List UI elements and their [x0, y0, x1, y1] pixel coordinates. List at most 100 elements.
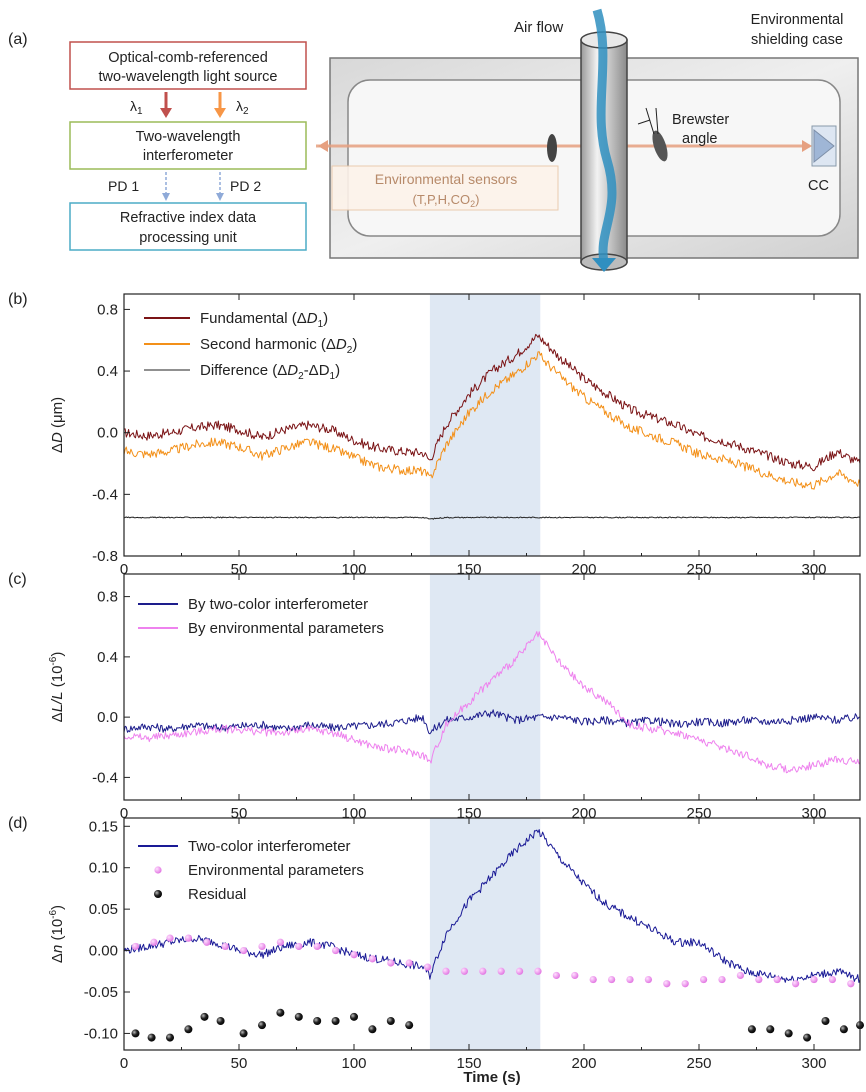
- series-2: [123, 351, 861, 490]
- brewster-arrow: [637, 119, 651, 125]
- data-point: [755, 975, 763, 984]
- series-line: [123, 351, 861, 490]
- data-point: [424, 963, 432, 971]
- y-tick-label: 0.15: [89, 818, 118, 835]
- air-flow-label: Air flow: [514, 19, 563, 36]
- data-point: [295, 942, 303, 951]
- y-tick-label: 0.00: [89, 943, 118, 960]
- pd2-label: PD 2: [230, 178, 261, 194]
- y-tick-label: 0.05: [89, 901, 118, 918]
- data-point: [766, 1025, 775, 1034]
- legend-entry: Second harmonic (ΔD2): [144, 336, 357, 356]
- plot-frame: [123, 573, 861, 801]
- sensors-line1: Environmental sensors: [375, 171, 517, 187]
- y-tick-label: -0.4: [92, 769, 118, 786]
- plot-frame: [123, 817, 861, 1051]
- data-point: [784, 1029, 793, 1038]
- legend-label: Second harmonic (ΔD2): [200, 336, 357, 356]
- shaded-region: [429, 818, 541, 1050]
- data-point: [258, 942, 266, 951]
- y-axis-label: ΔL/L (10-6): [48, 652, 66, 723]
- charts: 0 50 100 150 200 250 300 -0.8 -0.4 0.0 0.4 0.8 (b) ΔD…: [8, 291, 864, 1086]
- pd2-arrow-head-icon: [216, 193, 224, 201]
- light-source-line2: two-wavelength light source: [99, 69, 278, 85]
- data-point: [847, 980, 855, 988]
- data-point: [589, 975, 597, 984]
- data-point: [608, 975, 616, 984]
- panel-label: (c): [8, 571, 27, 588]
- lambda2-arrow-head-icon: [214, 108, 226, 118]
- legend-label: Two-color interferometer: [188, 838, 351, 855]
- data-point: [479, 967, 487, 975]
- legend-entry: Difference (ΔD2-ΔD1): [144, 362, 340, 382]
- lambda1-arrow-head-icon: [160, 108, 172, 118]
- data-point: [332, 946, 340, 955]
- data-point: [313, 942, 321, 951]
- x-tick-label: 50: [231, 1055, 248, 1072]
- light-source-box: [69, 41, 307, 90]
- x-tick-label: 300: [801, 1055, 826, 1072]
- data-point: [644, 975, 653, 984]
- legend-marker: [154, 866, 162, 874]
- data-point: [221, 942, 229, 951]
- data-point: [405, 1021, 414, 1030]
- data-point: [442, 967, 450, 975]
- brewster-label-line1: Brewster: [672, 112, 729, 128]
- brewster-label-line2: angle: [682, 131, 717, 147]
- legend-label: By environmental parameters: [188, 620, 384, 637]
- case-label-line1: Environmental: [751, 12, 844, 28]
- y-tick-label: 0.0: [97, 425, 118, 442]
- series-2: [123, 631, 861, 774]
- x-tick-label: 100: [341, 1055, 366, 1072]
- data-point: [131, 942, 140, 951]
- panel-label: (b): [8, 291, 28, 308]
- data-point: [386, 1017, 395, 1025]
- interferometer-line2: interferometer: [143, 148, 233, 164]
- data-point: [405, 959, 413, 967]
- data-point: [821, 1017, 830, 1025]
- processing-box: [69, 202, 307, 251]
- corner-cube-icon: [813, 128, 835, 164]
- data-point: [516, 967, 524, 975]
- x-tick-label: 0: [120, 805, 128, 822]
- legend-entry: By two-color interferometer: [138, 596, 368, 613]
- chart-panel-1: 0 50 100 150 200 250 300-0.8-0.40.00.40.8(b)ΔD…: [8, 291, 861, 578]
- x-tick-label: 250: [686, 1055, 711, 1072]
- legend-label: Residual: [188, 886, 246, 903]
- legend-entry: Two-color interferometer: [138, 838, 351, 855]
- data-point: [313, 1017, 322, 1025]
- y-tick-label: 0.4: [97, 649, 118, 666]
- y-tick-label: 0.8: [97, 589, 118, 606]
- y-tick-label: -0.8: [92, 548, 118, 565]
- plot-frame: [123, 293, 861, 557]
- data-point: [839, 1025, 848, 1034]
- data-point: [240, 946, 248, 955]
- data-point: [828, 975, 837, 984]
- data-point: [534, 967, 542, 975]
- data-point: [387, 959, 395, 967]
- data-point: [350, 1012, 358, 1021]
- y-tick-label: 0.10: [89, 860, 118, 877]
- y-axis-label: Δn (10-6): [48, 905, 66, 963]
- data-point: [294, 1012, 303, 1021]
- series-line: [123, 631, 861, 774]
- air-flow-arrow-icon: [592, 258, 616, 272]
- processing-line2: processing unit: [139, 230, 237, 246]
- data-point: [184, 934, 192, 942]
- data-point: [331, 1017, 340, 1025]
- data-point: [216, 1017, 225, 1025]
- data-point: [166, 1033, 174, 1042]
- y-tick-label: 0.4: [97, 363, 118, 380]
- interferometer-line1: Two-wavelength: [136, 129, 241, 145]
- interferometer-box: [69, 121, 307, 170]
- legend-label: Environmental parameters: [188, 862, 364, 879]
- shaded-region: [429, 574, 541, 800]
- x-tick-label: 150: [456, 1055, 481, 1072]
- legend-entry: Residual: [154, 886, 246, 903]
- panel-label: (d): [8, 815, 28, 832]
- beam-left-arrow-icon: [318, 140, 328, 152]
- y-tick-label: -0.4: [92, 486, 118, 503]
- data-point: [368, 1025, 377, 1034]
- light-source-line1: Optical-comb-referenced: [108, 50, 268, 66]
- data-point: [276, 938, 284, 946]
